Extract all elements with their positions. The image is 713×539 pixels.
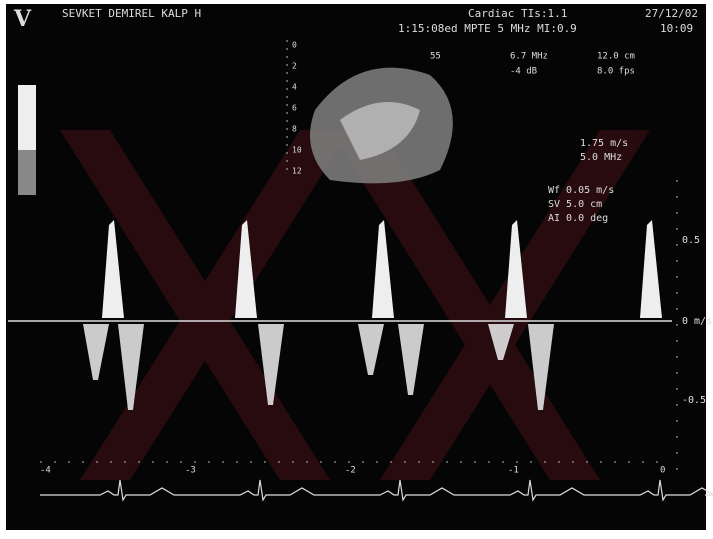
- doppler-angle: AI 0.0 deg: [548, 213, 608, 224]
- preset: Cardiac TIs:1.1: [468, 7, 567, 20]
- sector-angle: 55: [430, 52, 441, 62]
- clock: 10:09: [660, 22, 693, 35]
- depth-label: 8: [292, 125, 297, 134]
- patient-name: SEVKET DEMIREL KALP H: [62, 7, 201, 20]
- velocity-label: -0.5: [682, 395, 706, 406]
- image-depth: 12.0 cm: [597, 52, 635, 62]
- frame-rate: 8.0 fps: [597, 67, 635, 77]
- doppler-frequency: 5.0 MHz: [580, 152, 622, 163]
- time-label: 0: [660, 466, 665, 476]
- ultrasound-screen: V SEVKET DEMIREL KALP H Cardiac TIs:1.1 …: [0, 0, 713, 535]
- date: 27/12/02: [645, 7, 698, 20]
- depth-label: 0: [292, 41, 297, 50]
- depth-label: 4: [292, 83, 297, 92]
- time-label: -4: [40, 466, 51, 476]
- wall-filter: Wf 0.05 m/s: [548, 185, 614, 196]
- time-label: -3: [185, 466, 196, 476]
- gray-bar-dark: [18, 150, 36, 195]
- image-gain: -4 dB: [510, 67, 537, 77]
- image-frequency: 6.7 MHz: [510, 52, 548, 62]
- time-label: -1: [508, 466, 519, 476]
- probe: 1:15:08ed MPTE 5 MHz MI:0.9: [398, 22, 577, 35]
- depth-label: 6: [292, 104, 297, 113]
- velocity-label: 0 m/s: [682, 316, 712, 327]
- depth-label: 10: [292, 146, 302, 155]
- time-label: -2: [345, 466, 356, 476]
- logo: V: [13, 6, 32, 32]
- velocity-label: 0.5: [682, 235, 700, 246]
- doppler-scale: 1.75 m/s: [580, 138, 628, 149]
- depth-label: 2: [292, 62, 297, 71]
- depth-label: 12: [292, 167, 302, 176]
- sample-volume: SV 5.0 cm: [548, 199, 602, 210]
